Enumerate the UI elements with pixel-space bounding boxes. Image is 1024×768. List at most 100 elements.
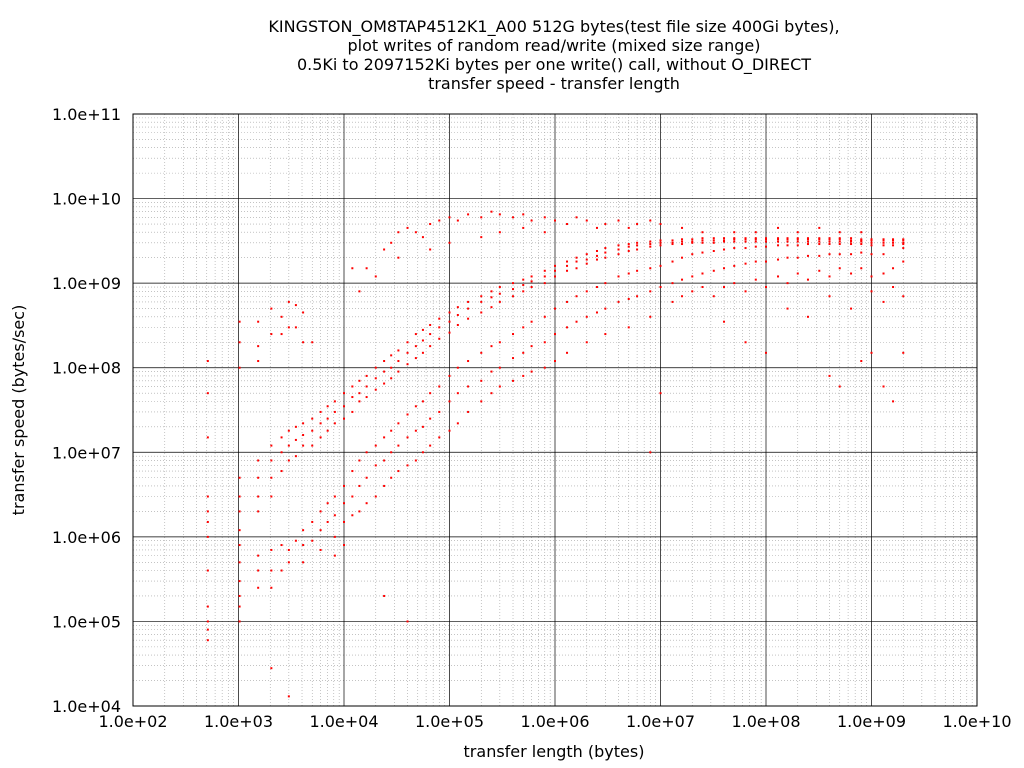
data-point xyxy=(311,417,314,420)
data-point xyxy=(902,260,905,263)
data-point xyxy=(786,256,789,259)
data-point xyxy=(828,275,831,278)
data-point xyxy=(786,244,789,247)
data-point xyxy=(456,392,459,395)
data-point xyxy=(566,269,569,272)
data-point xyxy=(287,429,290,432)
data-point xyxy=(818,269,821,272)
data-point xyxy=(723,286,726,289)
data-point xyxy=(575,260,578,263)
data-point xyxy=(765,286,767,289)
x-axis-label: transfer length (bytes) xyxy=(464,742,645,761)
data-point xyxy=(390,476,393,479)
data-point xyxy=(512,357,515,360)
data-point xyxy=(438,410,441,413)
data-point xyxy=(681,278,684,281)
data-point xyxy=(351,514,354,517)
x-tick-label: 1.0e+03 xyxy=(204,712,273,731)
data-point xyxy=(796,256,799,259)
data-point xyxy=(566,300,569,303)
data-point xyxy=(326,520,329,523)
data-point xyxy=(627,272,630,275)
data-point xyxy=(712,269,715,272)
data-point xyxy=(691,238,694,241)
data-point xyxy=(343,484,345,487)
data-point xyxy=(659,264,662,267)
data-point xyxy=(414,357,417,360)
data-point xyxy=(448,429,451,432)
data-point xyxy=(383,382,386,385)
data-point xyxy=(882,272,885,275)
data-point xyxy=(566,326,569,329)
data-point xyxy=(480,295,483,298)
data-point xyxy=(786,307,789,310)
data-point xyxy=(522,278,525,281)
data-point xyxy=(818,226,821,229)
data-point xyxy=(467,410,470,413)
chart-title: KINGSTON_OM8TAP4512K1_A00 512G bytes(tes… xyxy=(268,17,839,93)
data-point xyxy=(456,422,459,425)
data-point xyxy=(870,275,873,278)
data-point xyxy=(585,290,588,293)
data-point xyxy=(467,317,470,320)
data-point xyxy=(870,239,873,242)
data-point xyxy=(397,231,400,234)
data-point xyxy=(733,238,736,241)
data-point xyxy=(543,275,546,278)
y-tick-label: 1.0e+04 xyxy=(52,697,121,716)
data-point xyxy=(733,231,736,234)
data-point xyxy=(777,275,780,278)
data-point xyxy=(585,262,588,265)
data-point xyxy=(882,300,885,303)
data-point xyxy=(390,354,393,357)
data-point xyxy=(870,244,873,247)
data-point xyxy=(448,311,451,314)
data-point xyxy=(480,379,483,382)
data-point xyxy=(818,243,821,246)
data-point xyxy=(414,429,417,432)
data-point xyxy=(617,253,620,256)
data-point xyxy=(383,436,386,439)
data-point xyxy=(467,307,470,310)
data-point xyxy=(796,272,799,275)
data-point xyxy=(649,240,652,243)
data-point xyxy=(659,392,662,395)
data-point xyxy=(806,240,809,243)
data-point xyxy=(723,248,726,251)
data-point xyxy=(480,216,483,219)
data-point xyxy=(429,345,432,348)
data-point xyxy=(530,370,533,373)
chart-title-line-1: KINGSTON_OM8TAP4512K1_A00 512G bytes(tes… xyxy=(268,17,839,37)
data-point xyxy=(860,240,863,243)
data-point xyxy=(627,245,630,248)
data-point xyxy=(701,231,704,234)
data-point xyxy=(870,351,873,354)
data-point xyxy=(595,286,598,289)
data-point xyxy=(448,320,451,323)
data-point xyxy=(595,258,598,261)
data-point xyxy=(860,238,863,241)
data-point xyxy=(723,240,726,243)
data-point xyxy=(448,400,451,403)
data-point xyxy=(882,253,885,256)
data-point xyxy=(302,422,305,425)
data-point xyxy=(649,245,652,248)
data-point xyxy=(390,377,393,380)
data-point xyxy=(744,247,747,250)
data-point xyxy=(319,548,322,551)
data-point xyxy=(319,510,322,513)
data-point xyxy=(860,251,863,254)
data-point xyxy=(765,260,767,263)
data-point xyxy=(302,544,305,547)
x-tick-label: 1.0e+06 xyxy=(520,712,589,731)
data-point xyxy=(806,238,809,241)
data-point xyxy=(627,297,630,300)
data-point xyxy=(777,238,780,241)
data-point xyxy=(627,249,630,252)
data-point xyxy=(870,253,873,256)
data-point xyxy=(681,226,684,229)
data-point xyxy=(530,286,533,289)
data-point xyxy=(701,239,704,242)
data-point xyxy=(818,237,821,240)
data-point xyxy=(786,282,789,285)
